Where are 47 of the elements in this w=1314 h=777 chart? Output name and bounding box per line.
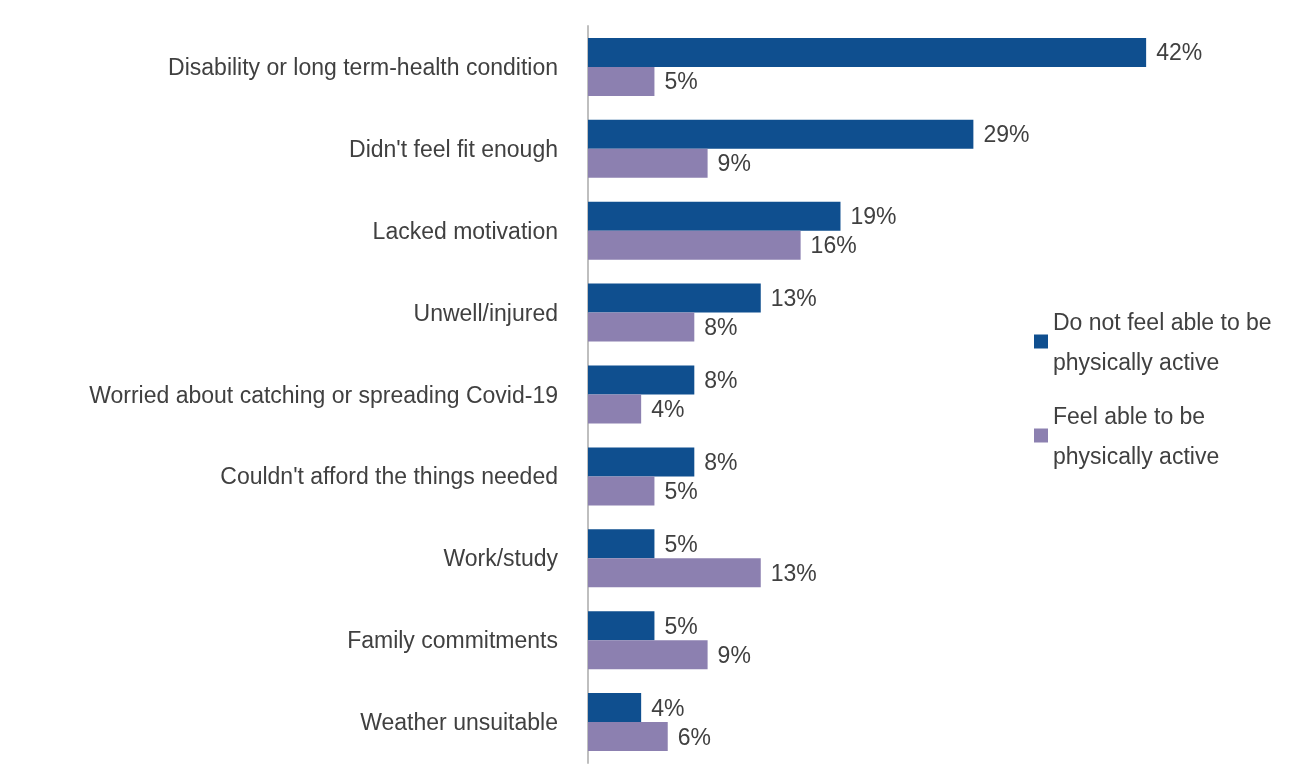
bar xyxy=(588,529,655,559)
bar xyxy=(588,119,974,149)
y-tick-label: Weather unsuitable xyxy=(360,709,558,736)
data-label: 19% xyxy=(850,203,897,230)
bar xyxy=(588,230,801,260)
data-label: 29% xyxy=(983,121,1030,148)
bar xyxy=(588,693,642,723)
y-tick-label: Work/study xyxy=(443,545,559,572)
legend-label: Do not feel able to be physically active xyxy=(1053,308,1279,375)
bar xyxy=(588,640,708,670)
data-label: 13% xyxy=(770,285,817,312)
data-label: 5% xyxy=(664,530,698,557)
data-label: 8% xyxy=(704,367,738,393)
y-tick-label: Couldn't afford the things needed xyxy=(220,463,558,490)
data-label: 4% xyxy=(651,396,685,422)
bar xyxy=(588,283,761,313)
bar xyxy=(588,722,668,752)
data-label: 5% xyxy=(664,68,698,95)
bar xyxy=(588,394,642,424)
y-tick-label: Lacked motivation xyxy=(372,217,558,244)
bar xyxy=(588,447,695,477)
bar xyxy=(588,611,655,641)
y-tick-label: Family commitments xyxy=(347,627,558,654)
data-label: 13% xyxy=(770,559,817,586)
legend-label: Feel able to be physically active xyxy=(1053,402,1220,469)
bar xyxy=(588,148,708,178)
data-label: 5% xyxy=(664,612,698,639)
data-label: 16% xyxy=(810,232,857,259)
bar xyxy=(588,365,695,395)
bar xyxy=(588,312,695,342)
data-label: 42% xyxy=(1156,39,1203,66)
data-label: 6% xyxy=(677,723,711,750)
bar xyxy=(588,476,655,506)
y-tick-label: Unwell/injured xyxy=(413,299,558,326)
data-label: 9% xyxy=(717,641,751,668)
data-label: 5% xyxy=(664,477,698,504)
bar xyxy=(588,201,841,231)
bar xyxy=(588,37,1147,67)
data-label: 4% xyxy=(651,694,685,721)
bar xyxy=(588,558,761,588)
y-tick-label: Didn't feel fit enough xyxy=(349,135,558,162)
bar xyxy=(588,66,655,96)
data-label: 8% xyxy=(704,448,738,475)
data-label: 8% xyxy=(704,314,738,341)
y-tick-label: Disability or long term-health condition xyxy=(168,53,558,80)
y-tick-label: Worried about catching or spreading Covid-19 xyxy=(89,381,558,408)
data-label: 9% xyxy=(717,150,751,177)
